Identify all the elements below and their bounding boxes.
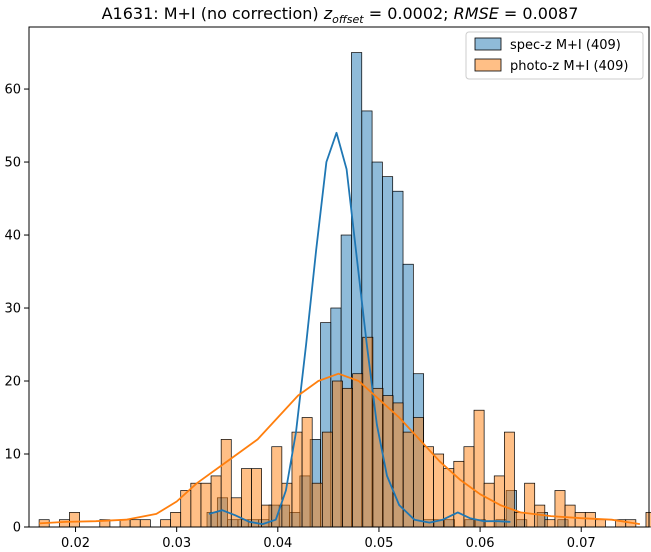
- x-tick-label: 0.03: [162, 536, 191, 551]
- legend-label-photo-z: photo-z M+I (409): [510, 59, 628, 74]
- axes-layer: 0.02 0.03 0.04 0.05 0.06 0.07 0 10 20 30 40 50 60: [4, 26, 650, 551]
- kde-line-spec-z: [208, 131, 511, 525]
- y-tick-label: 10: [4, 448, 21, 463]
- legend: spec-z M+I (409) photo-z M+I (409): [465, 31, 644, 80]
- bar-photo-z: [362, 336, 374, 528]
- bar-photo-z: [342, 387, 354, 528]
- bar-photo-z: [200, 482, 212, 528]
- legend-label-spec-z: spec-z M+I (409): [510, 38, 621, 53]
- bar-photo-z: [453, 460, 465, 528]
- title-rmse: RMSE: [454, 4, 500, 23]
- bar-photo-z: [504, 431, 515, 528]
- bar-photo-z: [321, 431, 333, 528]
- title-z: z: [323, 4, 333, 23]
- y-tick-label: 20: [4, 375, 21, 390]
- bar-photo-z: [473, 409, 485, 528]
- bar-photo-z: [58, 519, 70, 528]
- plot-frame: [28, 26, 650, 528]
- bar-photo-z: [190, 482, 202, 528]
- y-tick-label: 30: [4, 302, 21, 317]
- bar-photo-z: [129, 519, 141, 528]
- bar-photo-z: [301, 417, 313, 528]
- bar-photo-z: [645, 512, 651, 528]
- title-prefix: A1631: M+I (no correction): [102, 4, 324, 23]
- bar-photo-z: [514, 512, 525, 528]
- legend-swatch-spec-z: [474, 37, 502, 51]
- bar-photo-z: [524, 482, 536, 528]
- bar-photo-z: [160, 519, 171, 528]
- y-tick-label: 40: [4, 229, 21, 244]
- x-tick-label: 0.04: [263, 536, 292, 551]
- title-middle: = 0.0002;: [364, 4, 454, 23]
- bar-photo-z: [352, 373, 364, 528]
- bar-photo-z: [433, 453, 445, 528]
- y-tick-label: 50: [4, 156, 21, 171]
- title-suffix: = 0.0087: [499, 4, 579, 23]
- y-tick-label: 60: [4, 83, 21, 98]
- kde-line-photo-z: [39, 372, 641, 525]
- bar-photo-z: [595, 519, 606, 528]
- x-tick-label: 0.02: [61, 536, 90, 551]
- title-z-subscript: offset: [332, 13, 364, 26]
- bar-photo-z: [554, 490, 566, 528]
- kde-layer: [39, 131, 641, 525]
- x-tick-label: 0.05: [364, 536, 393, 551]
- bar-photo-z: [423, 446, 434, 528]
- bar-photo-z: [493, 475, 505, 528]
- bars-layer: [38, 52, 651, 528]
- bar-photo-z: [170, 512, 182, 528]
- bar-photo-z: [574, 512, 586, 528]
- y-tick-label: 0: [13, 521, 21, 536]
- x-tick-label: 0.06: [466, 536, 495, 551]
- legend-swatch-photo-z: [474, 58, 502, 72]
- bar-photo-z: [564, 504, 576, 528]
- bar-photo-z: [251, 468, 262, 528]
- bar-photo-z: [210, 475, 222, 528]
- x-tick-label: 0.07: [567, 536, 596, 551]
- bar-photo-z: [139, 519, 151, 528]
- bar-photo-z: [69, 512, 80, 528]
- legend-frame: [465, 31, 644, 80]
- bar-photo-z: [311, 482, 323, 528]
- bar-photo-z: [332, 380, 343, 528]
- bar-photo-z: [544, 519, 556, 528]
- bar-photo-z: [230, 497, 242, 528]
- chart-title: A1631: M+I (no correction) zoffset = 0.0…: [102, 4, 579, 26]
